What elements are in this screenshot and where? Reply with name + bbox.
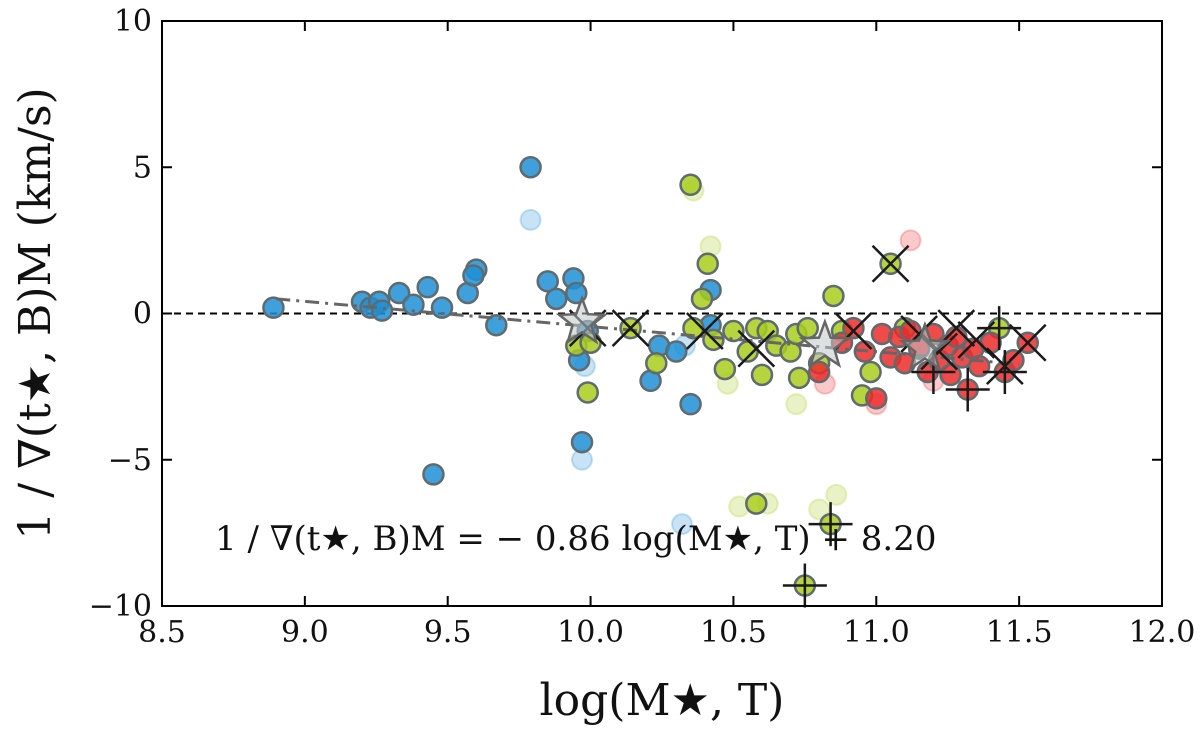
x-marker-2 — [685, 312, 724, 350]
median-star-1 — [798, 318, 852, 369]
faded-point-green-5 — [808, 498, 831, 521]
data-point-green-14 — [750, 363, 774, 387]
data-point-green-22 — [822, 284, 845, 308]
data-point-green-5 — [679, 173, 702, 197]
data-point-blue-5 — [387, 281, 411, 305]
data-point-green-2 — [576, 381, 599, 404]
error-bar-3 — [945, 367, 990, 412]
y-tick-label-3: −5 — [108, 443, 152, 478]
data-point-blue-19 — [570, 430, 594, 454]
x-tick-label-3: 10.0 — [557, 615, 624, 650]
median-star-0 — [555, 294, 609, 345]
fit-line-layer — [276, 297, 1020, 366]
error-bar-1 — [808, 502, 853, 547]
x-tick-label-6: 11.5 — [986, 615, 1053, 650]
data-point-blue-13 — [485, 313, 508, 337]
y-tick-label-4: −10 — [89, 589, 152, 624]
x-axis-label: log(M★, T) — [540, 675, 785, 726]
x-tick-label-4: 10.5 — [700, 615, 767, 650]
x-marker-5 — [871, 244, 910, 283]
data-point-blue-0 — [262, 296, 285, 319]
data-point-red-24 — [939, 363, 962, 387]
faded-point-green-4 — [785, 393, 808, 416]
data-point-blue-14 — [519, 156, 542, 179]
faded-point-blue-3 — [671, 513, 693, 536]
median-star-2 — [898, 320, 952, 371]
ticks-layer: 8.5 9.0 9.5 10.0 10.5 11.0 11.5 12.0 10 5 0 −5 −10 — [89, 4, 1196, 650]
data-point-green-6 — [690, 287, 714, 311]
data-point-blue-8 — [422, 463, 445, 486]
data-point-blue-16 — [545, 287, 568, 311]
x-marker-8 — [957, 320, 996, 359]
faded-point-red-0 — [899, 229, 922, 252]
faded-point-green-6 — [825, 483, 848, 506]
data-point-blue-6 — [402, 293, 425, 316]
data-point-blue-15 — [536, 270, 559, 293]
y-axis-label: 1 / ∇(t★, B)M (km/s) — [10, 87, 61, 539]
data-point-red-2 — [842, 316, 865, 340]
data-point-blue-7 — [416, 275, 439, 299]
data-point-green-19 — [787, 366, 811, 390]
x-marker-1 — [611, 309, 650, 348]
data-point-green-20 — [796, 316, 819, 340]
x-marker-10 — [1008, 323, 1047, 362]
data-point-green-10 — [713, 357, 737, 381]
data-point-green-11 — [722, 319, 745, 343]
y-tick-label-0: 10 — [114, 4, 152, 39]
data-point-green-29 — [745, 492, 768, 515]
error-bar-0 — [782, 563, 827, 608]
x-tick-label-0: 8.5 — [138, 615, 186, 650]
faded-point-blue-0 — [519, 208, 542, 231]
data-point-blue-9 — [430, 296, 454, 319]
data-point-green-4 — [645, 351, 668, 375]
data-point-green-25 — [859, 360, 882, 384]
x-tick-label-1: 9.0 — [281, 615, 329, 650]
x-tick-label-2: 9.5 — [424, 615, 472, 650]
error-bar-4 — [982, 350, 1027, 394]
data-point-red-20 — [979, 331, 1002, 354]
star-markers-layer — [555, 294, 952, 371]
fit-line — [276, 297, 1020, 366]
data-point-red-4 — [865, 387, 888, 410]
fit-equation-annotation: 1 / ∇(t★, B)M = − 0.86 log(M★, T) + 8.20 — [215, 519, 936, 559]
x-tick-label-5: 11.0 — [843, 615, 910, 650]
data-point-blue-24 — [665, 340, 688, 363]
x-marker-3 — [737, 329, 776, 368]
x-tick-label-7: 12.0 — [1129, 615, 1196, 650]
data-point-red-0 — [807, 360, 831, 384]
data-point-green-7 — [696, 252, 719, 276]
data-point-blue-4 — [370, 299, 394, 322]
data-point-blue-12 — [462, 264, 485, 287]
data-point-blue-25 — [679, 392, 702, 416]
y-tick-label-2: 0 — [133, 297, 152, 332]
y-tick-label-1: 5 — [133, 150, 152, 185]
